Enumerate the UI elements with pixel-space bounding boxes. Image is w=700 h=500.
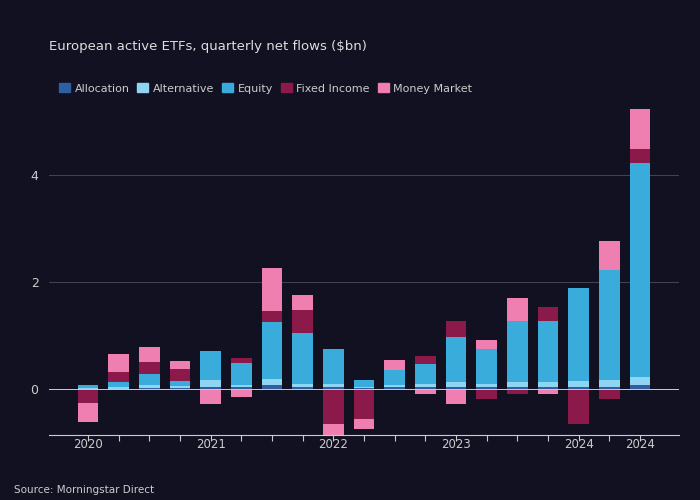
Bar bbox=[476, 340, 497, 349]
Bar bbox=[262, 385, 282, 390]
Bar bbox=[476, 388, 497, 390]
Bar bbox=[262, 310, 282, 322]
Bar bbox=[200, 390, 221, 404]
Bar bbox=[169, 369, 190, 381]
Bar bbox=[293, 332, 313, 384]
Text: 2022: 2022 bbox=[318, 438, 349, 451]
Bar bbox=[354, 380, 374, 387]
Bar bbox=[323, 387, 344, 390]
Bar bbox=[446, 382, 466, 387]
Bar bbox=[323, 384, 344, 387]
Bar bbox=[599, 270, 620, 380]
Bar bbox=[446, 337, 466, 382]
Bar bbox=[507, 387, 528, 390]
Bar bbox=[139, 384, 160, 388]
Bar bbox=[169, 386, 190, 388]
Bar bbox=[108, 382, 129, 388]
Bar bbox=[476, 349, 497, 384]
Bar bbox=[507, 390, 528, 394]
Bar bbox=[568, 390, 589, 424]
Bar bbox=[476, 390, 497, 399]
Bar bbox=[169, 388, 190, 390]
Bar bbox=[415, 388, 435, 390]
Bar bbox=[446, 390, 466, 404]
Bar bbox=[568, 387, 589, 390]
Bar bbox=[538, 382, 559, 387]
Bar bbox=[415, 356, 435, 364]
Bar bbox=[139, 362, 160, 374]
Bar bbox=[108, 372, 129, 382]
Bar bbox=[262, 378, 282, 385]
Text: Source: Morningstar Direct: Source: Morningstar Direct bbox=[14, 485, 154, 495]
Bar bbox=[293, 310, 313, 332]
Bar bbox=[415, 390, 435, 394]
Bar bbox=[538, 308, 559, 321]
Bar bbox=[293, 295, 313, 310]
Bar bbox=[231, 363, 252, 384]
Bar bbox=[108, 354, 129, 372]
Bar bbox=[78, 390, 99, 403]
Bar bbox=[538, 321, 559, 382]
Bar bbox=[139, 388, 160, 390]
Bar bbox=[231, 390, 252, 398]
Bar bbox=[415, 364, 435, 384]
Bar bbox=[78, 403, 99, 421]
Bar bbox=[568, 382, 589, 387]
Bar bbox=[231, 384, 252, 387]
Bar bbox=[415, 384, 435, 388]
Bar bbox=[507, 321, 528, 382]
Bar bbox=[262, 322, 282, 378]
Bar bbox=[231, 387, 252, 390]
Bar bbox=[323, 424, 344, 440]
Bar bbox=[200, 380, 221, 387]
Legend: Allocation, Alternative, Equity, Fixed Income, Money Market: Allocation, Alternative, Equity, Fixed I… bbox=[55, 79, 477, 98]
Bar bbox=[384, 388, 405, 390]
Bar bbox=[629, 162, 650, 377]
Bar bbox=[599, 380, 620, 387]
Bar bbox=[629, 385, 650, 390]
Bar bbox=[507, 382, 528, 387]
Bar bbox=[446, 387, 466, 390]
Bar bbox=[507, 298, 528, 321]
Bar bbox=[231, 358, 252, 363]
Bar bbox=[354, 419, 374, 428]
Bar bbox=[293, 387, 313, 390]
Bar bbox=[354, 388, 374, 390]
Bar bbox=[354, 390, 374, 419]
Bar bbox=[78, 388, 99, 390]
Text: 2024: 2024 bbox=[564, 438, 594, 451]
Bar bbox=[323, 348, 344, 384]
Text: European active ETFs, quarterly net flows ($bn): European active ETFs, quarterly net flow… bbox=[49, 40, 367, 53]
Bar bbox=[139, 374, 160, 384]
Bar bbox=[538, 387, 559, 390]
Bar bbox=[354, 387, 374, 388]
Bar bbox=[108, 388, 129, 390]
Bar bbox=[599, 390, 620, 399]
Bar bbox=[200, 351, 221, 380]
Bar bbox=[446, 321, 466, 337]
Text: 2021: 2021 bbox=[196, 438, 225, 451]
Text: 2023: 2023 bbox=[441, 438, 471, 451]
Text: 2020: 2020 bbox=[74, 438, 103, 451]
Bar bbox=[200, 387, 221, 390]
Bar bbox=[599, 241, 620, 270]
Bar bbox=[139, 347, 160, 362]
Bar bbox=[538, 390, 559, 394]
Bar bbox=[629, 150, 650, 162]
Bar bbox=[169, 361, 190, 369]
Bar bbox=[384, 384, 405, 388]
Bar bbox=[78, 384, 99, 388]
Bar bbox=[629, 109, 650, 150]
Bar bbox=[384, 360, 405, 370]
Bar bbox=[293, 384, 313, 387]
Text: 2024: 2024 bbox=[625, 438, 655, 451]
Bar bbox=[629, 377, 650, 385]
Bar bbox=[384, 370, 405, 384]
Bar bbox=[323, 390, 344, 424]
Bar bbox=[568, 288, 589, 382]
Bar bbox=[169, 381, 190, 386]
Bar bbox=[476, 384, 497, 388]
Bar bbox=[599, 387, 620, 390]
Bar bbox=[262, 268, 282, 310]
